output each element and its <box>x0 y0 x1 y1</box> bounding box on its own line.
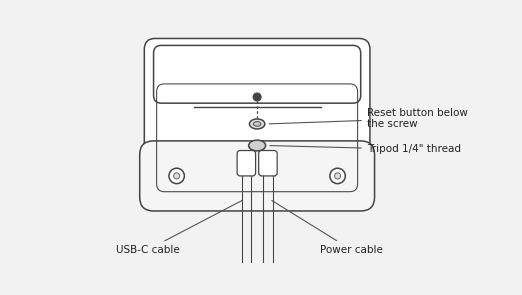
Ellipse shape <box>253 122 261 126</box>
Ellipse shape <box>248 140 266 151</box>
Circle shape <box>253 93 261 101</box>
Circle shape <box>174 173 180 179</box>
Text: Power cable: Power cable <box>272 201 383 255</box>
Text: Tripod 1/4" thread: Tripod 1/4" thread <box>270 144 461 154</box>
FancyBboxPatch shape <box>259 150 277 176</box>
FancyBboxPatch shape <box>144 38 370 202</box>
Text: USB-C cable: USB-C cable <box>115 200 242 255</box>
FancyBboxPatch shape <box>237 150 256 176</box>
FancyBboxPatch shape <box>153 45 361 103</box>
Circle shape <box>335 173 341 179</box>
Ellipse shape <box>250 119 265 129</box>
Circle shape <box>169 168 184 183</box>
FancyBboxPatch shape <box>140 141 375 211</box>
Text: Reset button below
the screw: Reset button below the screw <box>269 108 468 130</box>
Circle shape <box>330 168 345 183</box>
